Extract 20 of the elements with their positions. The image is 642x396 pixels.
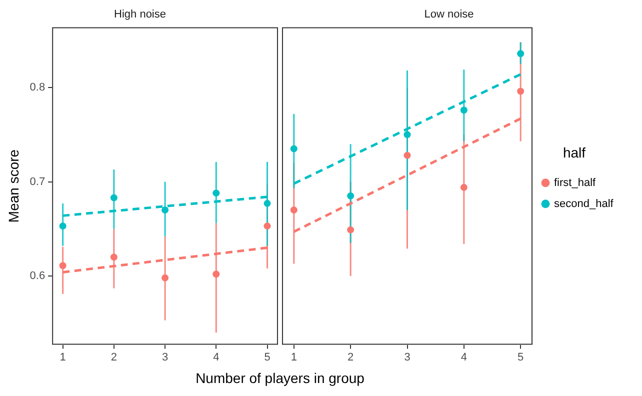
legend-label: first_half [554,176,597,189]
y-axis-title: Mean score [5,149,22,223]
x-tick-label: 4 [460,351,467,364]
x-tick-label: 4 [213,351,220,364]
x-tick-label: 5 [264,351,270,364]
chart-title: Low noise [424,8,474,21]
legend-title: half [562,144,586,160]
y-tick-label: 0.8 [30,82,46,94]
x-tick-label: 5 [518,351,524,364]
x-tick-label: 3 [404,351,410,364]
x-tick-label: 1 [290,351,297,364]
x-axis-title: Number of players in group [194,370,366,386]
legend-label: second_half [554,198,614,210]
x-tick-label: 2 [110,351,117,364]
chart-title: High noise [114,8,166,21]
x-tick-label: 3 [162,351,168,364]
x-tick-label: 1 [60,351,66,364]
y-tick-label: 0.6 [30,270,46,282]
y-tick-label: 0.7 [30,176,46,188]
x-tick-label: 2 [348,351,354,364]
